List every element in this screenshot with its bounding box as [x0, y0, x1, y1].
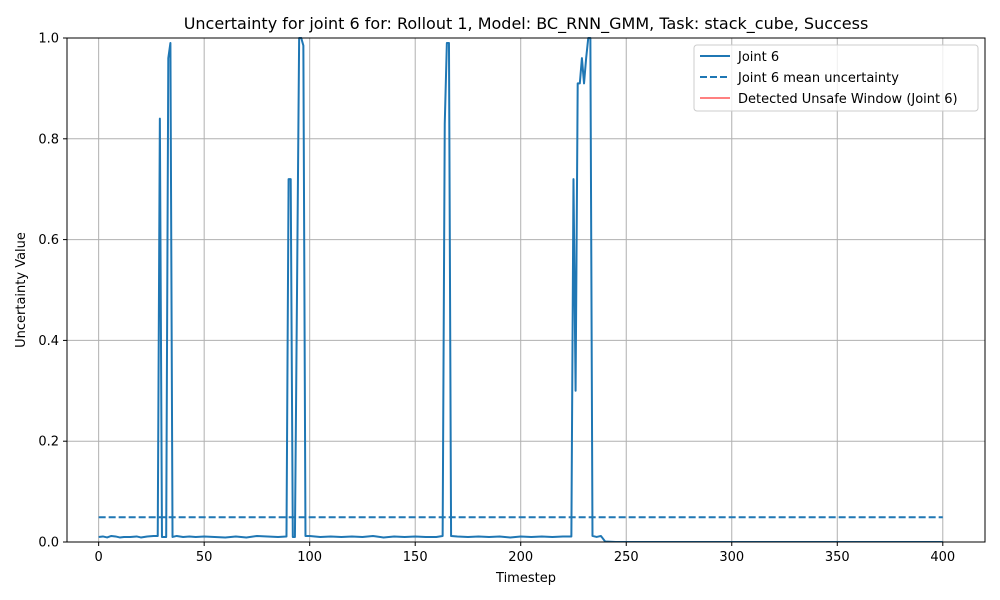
ticks: 0 50 100 150 200 250 300 350 400 0.0 0.2 0.4 0.6 0.8 1… [38, 32, 955, 566]
x-tick-label: 150 [403, 550, 428, 565]
legend-label-mean-uncertainty: Joint 6 mean uncertainty [737, 71, 899, 86]
y-tick-label: 1.0 [38, 32, 59, 47]
series-line-joint-6 [98, 37, 943, 542]
x-tick-label: 100 [297, 550, 322, 565]
x-tick-label: 350 [825, 550, 850, 565]
legend: Joint 6 Joint 6 mean uncertainty Detecte… [693, 44, 979, 112]
x-tick-label: 250 [614, 550, 639, 565]
legend-label-unsafe-window: Detected Unsafe Window (Joint 6) [738, 92, 958, 107]
x-tick-label: 200 [508, 550, 533, 565]
x-tick-label: 300 [719, 550, 744, 565]
x-tick-label: 50 [196, 550, 213, 565]
y-tick-label: 0.6 [38, 233, 59, 248]
axes-frame [66, 37, 986, 543]
legend-box [693, 44, 979, 112]
chart-title: Uncertainty for joint 6 for: Rollout 1, … [184, 14, 869, 34]
y-axis-label: Uncertainty Value [14, 232, 29, 348]
plot-area [98, 37, 943, 542]
x-tick-label: 400 [930, 550, 955, 565]
x-tick-label: 0 [95, 550, 103, 565]
legend-label-joint-6: Joint 6 [737, 50, 779, 65]
y-tick-label: 0.2 [38, 435, 59, 450]
x-axis-label: Timestep [495, 571, 556, 586]
y-tick-label: 0.8 [38, 132, 59, 147]
y-tick-label: 0.4 [38, 334, 59, 349]
y-tick-label: 0.0 [38, 536, 59, 551]
